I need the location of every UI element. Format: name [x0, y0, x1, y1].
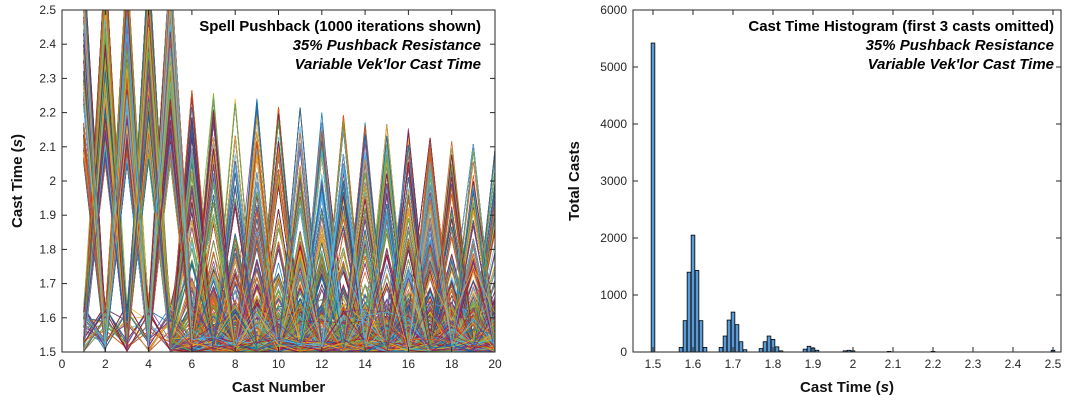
histogram-bar	[686, 271, 692, 353]
pushback-line-chart: 0 2 4 6 8 10 12 14 16 18 20 1.5 1.6 1.7 1.8 1.9 2 2.1 2.2 2…	[9, 3, 502, 396]
x-axis-label: Cast Time (s)	[800, 379, 894, 396]
x-tick-label: 20	[488, 357, 502, 371]
histogram-bar	[738, 341, 744, 353]
y-tick-label: 2000	[600, 231, 627, 245]
x-tick-label: 2	[102, 357, 109, 371]
x-tick-label: 1.7	[725, 357, 742, 371]
series-lines	[83, 10, 495, 352]
histogram-bar	[734, 324, 740, 353]
y-tick-label: 1.9	[39, 208, 56, 222]
x-tick-label: 14	[358, 357, 372, 371]
histogram-bar	[766, 335, 772, 353]
series-line	[83, 60, 495, 352]
x-tick-label: 1.6	[685, 357, 702, 371]
y-tick-label: 1.6	[39, 311, 56, 325]
histogram-bar	[678, 347, 684, 353]
series-line	[83, 10, 495, 352]
x-tick-label: 18	[445, 357, 459, 371]
y-tick-label: 4000	[600, 117, 627, 131]
series-line	[83, 10, 495, 352]
y-tick-label: 6000	[600, 3, 627, 17]
x-tick-label: 2	[850, 357, 857, 371]
y-tick-label: 0	[620, 345, 627, 359]
y-tick-label: 2.1	[39, 140, 56, 154]
histogram-bar	[682, 320, 688, 353]
y-tick-label: 2.3	[39, 71, 56, 85]
histogram-bar	[730, 311, 736, 353]
plot-area	[633, 10, 1061, 352]
y-tick-label: 2.2	[39, 106, 56, 120]
label-part: Total Casts	[566, 141, 583, 221]
x-tick-label: 1.8	[765, 357, 782, 371]
x-tick-label: 1.9	[805, 357, 822, 371]
label-part: Cast Time (	[9, 147, 26, 228]
histogram-bar	[722, 335, 728, 353]
label-part: )	[889, 379, 894, 396]
chart-title-line: Variable Vek'lor Cast Time	[295, 56, 481, 73]
label-part: )	[9, 134, 26, 139]
x-tick-label: 0	[59, 357, 66, 371]
label-part: s	[9, 139, 26, 147]
x-tick-label: 2.4	[1005, 357, 1022, 371]
histogram-bar	[702, 347, 708, 353]
histogram-bar	[650, 42, 656, 353]
label-part: Cast Time (	[800, 379, 881, 396]
y-tick-label: 1.7	[39, 277, 56, 291]
histogram-bar	[698, 320, 704, 353]
label-part: s	[881, 379, 889, 396]
x-axis-label: Cast Number	[232, 379, 326, 396]
y-tick-label: 5000	[600, 60, 627, 74]
x-tick-label: 16	[402, 357, 416, 371]
chart-title-line: Cast Time Histogram (first 3 casts omitt…	[748, 18, 1054, 35]
y-tick-label: 3000	[600, 174, 627, 188]
series-line	[83, 10, 495, 352]
cast-time-histogram: 1.5 1.6 1.7 1.8 1.9 2 2.1 2.2 2.3 2.4 2.5 0 1000 2000…	[566, 3, 1062, 396]
x-tick-label: 2.3	[965, 357, 982, 371]
y-axis-label: Cast Time (s)	[9, 134, 26, 228]
x-tick-label: 8	[232, 357, 239, 371]
y-axis-label: Total Casts	[566, 141, 583, 221]
histogram-bar	[690, 234, 696, 353]
x-tick-label: 10	[272, 357, 286, 371]
x-tick-label: 2.5	[1045, 357, 1062, 371]
y-tick-label: 2.5	[39, 3, 56, 17]
series-line	[83, 10, 495, 352]
label-part: Cast Number	[232, 379, 326, 396]
histogram-bar	[726, 319, 732, 353]
histogram-bar	[762, 341, 768, 353]
x-tick-label: 1.5	[645, 357, 662, 371]
histogram-bar	[718, 347, 724, 353]
chart-title-line: Spell Pushback (1000 iterations shown)	[199, 18, 481, 35]
series-line	[83, 44, 495, 352]
y-tick-label: 1.5	[39, 345, 56, 359]
x-tick-label: 2.2	[925, 357, 942, 371]
histogram-bar	[774, 346, 780, 353]
series-line	[83, 10, 495, 352]
y-tick-label: 2	[49, 174, 56, 188]
x-tick-label: 12	[315, 357, 329, 371]
series-line	[83, 249, 495, 352]
y-tick-label: 1.8	[39, 242, 56, 256]
x-tick-label: 2.1	[885, 357, 902, 371]
y-tick-label: 2.4	[39, 37, 56, 51]
x-tick-label: 6	[189, 357, 196, 371]
chart-title-line: 35% Pushback Resistance	[293, 37, 481, 54]
x-tick-label: 4	[145, 357, 152, 371]
y-tick-label: 1000	[600, 288, 627, 302]
chart-title-line: Variable Vek'lor Cast Time	[868, 56, 1054, 73]
histogram-bar	[758, 348, 764, 353]
chart-title-line: 35% Pushback Resistance	[866, 37, 1054, 54]
histogram-bar	[806, 345, 812, 353]
histogram-bar	[694, 270, 700, 353]
